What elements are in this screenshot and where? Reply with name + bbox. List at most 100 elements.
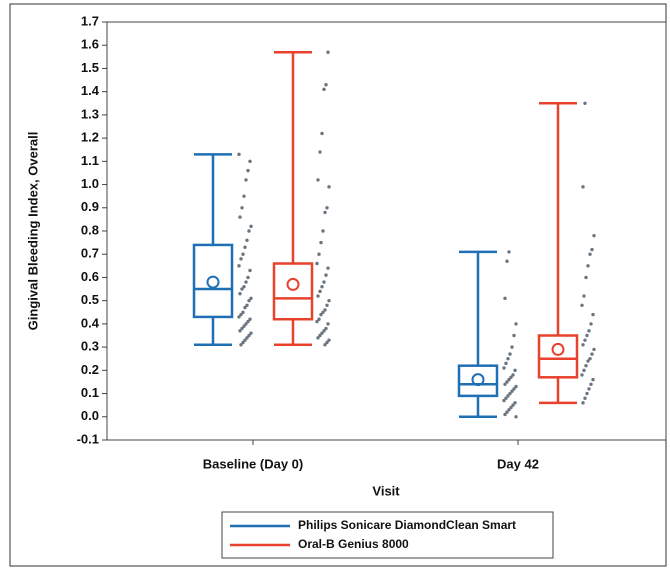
point <box>241 340 245 345</box>
point <box>238 292 242 296</box>
point <box>503 382 507 386</box>
legend-label: Philips Sonicare DiamondClean Smart <box>298 518 516 532</box>
legend-label: Oral-B Genius 8000 <box>298 537 409 551</box>
x-tick-label: Baseline (Day 0) <box>203 456 303 471</box>
point <box>316 336 320 340</box>
point <box>249 296 253 301</box>
y-tick-label: 0.9 <box>81 199 99 214</box>
point <box>508 391 512 396</box>
point <box>591 377 595 382</box>
box <box>192 243 234 319</box>
point <box>504 396 508 400</box>
y-tick-label: 0.4 <box>81 315 100 330</box>
frame <box>9 3 667 567</box>
point <box>505 259 509 263</box>
point <box>506 394 510 398</box>
point <box>326 266 330 270</box>
point <box>510 389 514 393</box>
point <box>318 333 322 338</box>
point <box>509 405 513 410</box>
point <box>592 347 596 352</box>
point <box>322 280 326 284</box>
point <box>245 336 249 340</box>
point <box>315 319 319 324</box>
point <box>320 131 324 136</box>
point <box>248 159 252 164</box>
point <box>243 305 247 310</box>
point <box>327 338 331 342</box>
point <box>321 229 325 233</box>
point <box>317 317 321 321</box>
point <box>584 363 588 368</box>
y-tick-label: 0.7 <box>81 246 99 261</box>
plot-area <box>106 21 667 441</box>
point <box>242 285 246 289</box>
point <box>248 317 252 321</box>
mean <box>286 277 300 291</box>
point <box>321 310 325 314</box>
point <box>591 312 595 317</box>
box <box>537 334 579 379</box>
point <box>506 357 510 361</box>
point <box>588 252 592 256</box>
point <box>513 401 517 405</box>
point <box>246 168 250 173</box>
point <box>244 280 248 284</box>
box <box>272 262 314 321</box>
point <box>237 315 241 319</box>
point <box>580 373 584 377</box>
point <box>581 343 585 347</box>
point <box>316 178 320 182</box>
y-tick-label: 1.3 <box>81 106 99 121</box>
point <box>247 333 251 338</box>
point <box>325 206 329 210</box>
point <box>503 296 507 301</box>
point <box>508 352 512 356</box>
point <box>239 343 243 347</box>
point <box>244 178 248 182</box>
point <box>505 380 509 384</box>
point <box>324 273 328 277</box>
point <box>247 229 251 233</box>
point <box>237 152 241 157</box>
y-axis-title: Gingival Bleeding Index, Overall <box>25 132 40 331</box>
point <box>239 312 243 317</box>
point <box>327 298 331 303</box>
point <box>514 322 518 326</box>
point <box>589 382 593 386</box>
point <box>586 264 590 268</box>
point <box>240 326 244 331</box>
point <box>507 408 511 412</box>
point <box>240 206 244 210</box>
mean <box>471 373 485 387</box>
x-tick-label: Day 42 <box>497 456 539 471</box>
mean <box>551 342 565 356</box>
point <box>580 303 584 308</box>
point <box>238 329 242 333</box>
point <box>246 319 250 324</box>
point <box>503 412 507 417</box>
point <box>243 245 247 249</box>
point <box>502 366 506 370</box>
y-tick-label: 0.0 <box>81 408 99 423</box>
point <box>323 343 327 347</box>
point <box>318 150 322 154</box>
point <box>242 194 246 198</box>
point <box>326 50 330 54</box>
point <box>323 210 327 215</box>
point <box>238 215 242 219</box>
point <box>246 275 250 280</box>
point <box>249 224 253 229</box>
point <box>323 308 327 312</box>
point <box>239 257 243 261</box>
point <box>316 294 320 298</box>
y-tick-label: 0.3 <box>81 339 99 354</box>
point <box>583 338 587 342</box>
point <box>244 322 248 326</box>
point <box>588 357 592 361</box>
point <box>318 289 322 294</box>
point <box>585 391 589 396</box>
point <box>509 375 513 379</box>
point <box>320 331 324 335</box>
